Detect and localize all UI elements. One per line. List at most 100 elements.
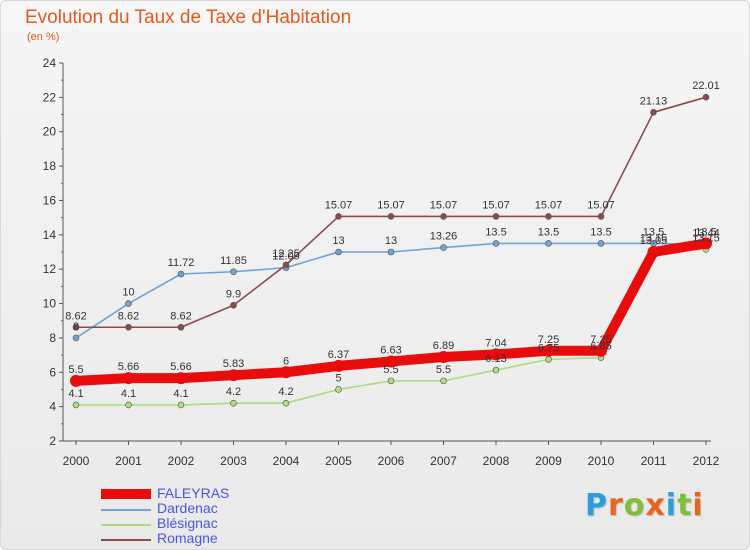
data-label-blesignac-2012: 13.15 [692, 232, 720, 244]
y-tick-label-6: 6 [49, 365, 56, 379]
data-point-dardenac-2000 [72, 334, 80, 342]
data-point-blesignac-2004 [282, 399, 290, 407]
y-tick-label-10: 10 [43, 297, 57, 311]
data-point-dardenac-2005 [335, 248, 342, 256]
data-point-blesignac-2006 [387, 377, 395, 385]
data-point-blesignac-2005 [335, 386, 342, 393]
data-label-blesignac-2006: 5.5 [383, 364, 398, 376]
y-tick-label-20: 20 [43, 125, 57, 139]
data-label-romagne-2010: 15.07 [587, 199, 615, 211]
data-point-romagne-2006 [387, 213, 395, 220]
data-point-faleyras-2004 [280, 366, 292, 379]
legend-swatch-romagne [101, 539, 151, 541]
data-label-blesignac-2007: 5.5 [436, 364, 451, 376]
data-point-romagne-2008 [492, 213, 500, 220]
data-label-faleyras-2005: 6.37 [328, 349, 349, 361]
data-label-blesignac-2011: 13.15 [640, 232, 668, 244]
data-point-romagne-2012 [702, 93, 710, 101]
data-label-romagne-2006: 15.07 [377, 199, 405, 211]
x-tick-label-2002: 2002 [168, 454, 195, 468]
x-tick-label-2004: 2004 [273, 454, 300, 468]
data-point-dardenac-2007 [440, 244, 447, 251]
x-tick-label-2000: 2000 [63, 454, 90, 468]
data-label-romagne-2004: 12.25 [272, 248, 300, 260]
data-point-faleyras-2002 [175, 372, 187, 385]
y-tick-label-2: 2 [49, 434, 56, 448]
data-point-blesignac-2009 [545, 356, 552, 363]
legend-label-faleyras: FALEYRAS [157, 485, 230, 501]
data-point-romagne-2005 [335, 213, 342, 220]
data-point-dardenac-2006 [387, 248, 395, 256]
data-label-dardenac-2007: 13.26 [430, 231, 458, 243]
data-label-faleyras-2009: 7.25 [538, 334, 559, 346]
data-point-faleyras-2010 [595, 344, 607, 357]
data-point-romagne-2010 [597, 213, 605, 220]
data-label-dardenac-2012: 13.44 [692, 227, 720, 239]
x-tick-label-2010: 2010 [588, 454, 615, 468]
data-point-dardenac-2010 [597, 240, 605, 247]
data-point-faleyras-2011 [647, 246, 660, 258]
data-point-romagne-2007 [440, 213, 447, 220]
data-label-blesignac-2010: 6.85 [590, 341, 611, 353]
data-label-dardenac-2002: 11.72 [168, 257, 195, 269]
chart-subtitle: (en %) [27, 31, 60, 43]
data-label-faleyras-2001: 5.66 [118, 361, 139, 373]
y-tick-label-16: 16 [43, 193, 57, 207]
y-tick-label-22: 22 [43, 90, 57, 104]
data-label-blesignac-2001: 4.1 [121, 388, 136, 400]
x-tick-label-2005: 2005 [325, 454, 352, 468]
data-point-dardenac-2008 [492, 240, 500, 247]
data-point-dardenac-2003 [230, 268, 237, 276]
data-point-faleyras-2000 [70, 374, 82, 387]
data-point-romagne-2003 [230, 301, 237, 309]
data-label-romagne-2005: 15.07 [325, 199, 353, 211]
data-label-dardenac-2001: 10 [122, 287, 134, 299]
data-label-romagne-2000: 8.62 [65, 310, 86, 322]
data-label-faleyras-2006: 6.63 [380, 344, 401, 356]
data-label-romagne-2009: 15.07 [535, 199, 563, 211]
data-label-dardenac-2003: 11.85 [220, 255, 247, 267]
data-point-faleyras-2006 [385, 355, 397, 368]
data-point-blesignac-2007 [440, 377, 447, 385]
legend-label-blesignac: Blésignac [157, 515, 218, 531]
data-point-blesignac-2002 [177, 401, 185, 409]
data-point-faleyras-2012 [700, 237, 712, 250]
data-point-faleyras-2003 [227, 369, 240, 382]
x-tick-label-2011: 2011 [641, 454, 667, 468]
proxiti-logo: Proxiti [585, 488, 704, 523]
data-label-blesignac-2008: 6.13 [485, 353, 506, 365]
data-label-dardenac-2005: 13 [332, 235, 344, 247]
x-tick-label-2007: 2007 [430, 454, 457, 468]
y-tick-label-18: 18 [43, 159, 57, 173]
data-label-dardenac-2008: 13.5 [485, 226, 506, 238]
y-tick-label-14: 14 [43, 228, 57, 242]
y-tick-label-8: 8 [49, 331, 56, 345]
data-point-romagne-2002 [177, 323, 185, 331]
data-label-faleyras-2011: 13.05 [640, 235, 668, 247]
legend-label-dardenac: Dardenac [157, 500, 218, 516]
y-tick-label-12: 12 [43, 262, 57, 276]
data-label-dardenac-2006: 13 [385, 235, 397, 247]
data-label-romagne-2002: 8.62 [170, 310, 191, 322]
data-point-faleyras-2009 [542, 344, 555, 357]
data-label-dardenac-2010: 13.5 [590, 226, 611, 238]
data-label-faleyras-2010: 7.25 [590, 334, 611, 346]
data-label-blesignac-2005: 5 [335, 372, 341, 384]
y-tick-label-4: 4 [49, 400, 56, 414]
data-point-dardenac-2009 [545, 240, 552, 247]
legend-label-romagne: Romagne [157, 530, 218, 546]
data-point-blesignac-2001 [125, 401, 132, 409]
data-label-dardenac-2009: 13.5 [538, 226, 559, 238]
data-label-romagne-2003: 9.9 [226, 288, 241, 300]
data-label-dardenac-2004: 12.09 [272, 251, 300, 263]
legend-swatch-blesignac [101, 524, 151, 526]
data-label-dardenac-2011: 13.5 [643, 226, 664, 238]
data-label-faleyras-2002: 5.66 [170, 361, 191, 373]
data-label-faleyras-2000: 5.5 [68, 364, 83, 376]
legend-swatch-faleyras [101, 489, 151, 499]
x-tick-label-2009: 2009 [535, 454, 562, 468]
data-point-romagne-2001 [125, 323, 132, 331]
x-tick-label-2006: 2006 [378, 454, 405, 468]
y-tick-label-24: 24 [43, 56, 57, 70]
